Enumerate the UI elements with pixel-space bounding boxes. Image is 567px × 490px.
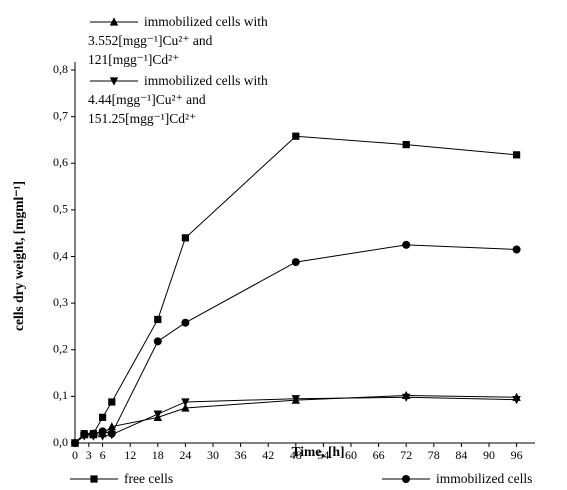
x-tick-label: 90 (483, 448, 495, 462)
x-tick-label: 30 (207, 448, 219, 462)
legend-item: free cells (68, 469, 294, 488)
marker (181, 403, 190, 412)
y-tick-label: 0,4 (53, 248, 68, 262)
legend-label: immobilized cells (436, 471, 533, 486)
marker (70, 439, 80, 448)
y-tick-label: 0,0 (53, 435, 68, 449)
marker (154, 315, 162, 324)
legend-symbol (90, 77, 138, 86)
marker (90, 475, 98, 483)
marker (80, 432, 89, 441)
legend-symbol (90, 17, 138, 26)
x-tick-label: 96 (511, 448, 523, 462)
x-tick-label: 24 (179, 448, 191, 462)
marker (512, 245, 521, 254)
marker (291, 258, 300, 267)
marker (291, 395, 300, 404)
y-tick-label: 0,2 (53, 342, 68, 356)
marker (402, 240, 411, 249)
marker (153, 337, 162, 346)
x-tick-label: 60 (345, 448, 357, 462)
x-tick-label: 66 (373, 448, 385, 462)
marker (109, 77, 119, 86)
x-axis-label: Time, [h] (292, 444, 345, 459)
legend-item: immobilized cells with 3.552[mgg⁻¹]Cu²⁺ … (88, 12, 298, 69)
x-tick-label: 12 (124, 448, 136, 462)
x-tick-label: 6 (100, 448, 106, 462)
x-tick-label: 0 (72, 448, 78, 462)
y-axis-label: cells dry weight, [mgml⁻¹] (11, 181, 26, 331)
marker (512, 396, 521, 405)
series-line (74, 396, 517, 444)
series-line (74, 244, 517, 444)
y-tick-label: 0,3 (53, 295, 68, 309)
x-tick-label: 54 (317, 448, 329, 462)
legend-item: immobilized cells (380, 469, 567, 488)
marker (402, 393, 411, 402)
legend-symbol (382, 475, 430, 483)
y-tick-label: 0,8 (53, 62, 68, 76)
x-tick-label: 18 (152, 448, 164, 462)
marker (181, 398, 190, 407)
marker (107, 431, 116, 440)
marker (153, 410, 162, 419)
x-tick-label: 42 (262, 448, 274, 462)
legend-label: free cells (124, 471, 174, 486)
legend-symbol (70, 475, 118, 483)
legend-label: immobilized cells with 3.552[mgg⁻¹]Cu²⁺ … (88, 14, 268, 67)
x-tick-label: 78 (428, 448, 440, 462)
marker (89, 432, 98, 441)
legend-label: immobilized cells with 4.44[mgg⁻¹]Cu²⁺ a… (88, 73, 268, 126)
y-tick-label: 0,5 (53, 202, 68, 216)
marker (99, 413, 107, 421)
marker (108, 398, 116, 406)
marker (109, 17, 119, 26)
marker (107, 422, 116, 431)
marker (181, 318, 190, 327)
y-tick-label: 0,7 (53, 108, 68, 122)
x-tick-label: 48 (290, 448, 302, 462)
marker (402, 475, 410, 483)
x-tick-label: 36 (235, 448, 247, 462)
marker (181, 234, 189, 242)
x-tick-label: 84 (455, 448, 467, 462)
y-tick-label: 0,6 (53, 155, 68, 169)
marker (292, 132, 300, 140)
y-tick-label: 0,1 (53, 388, 68, 402)
marker (98, 432, 107, 441)
x-tick-label: 3 (86, 448, 92, 462)
legend-item: immobilized cells with 4.44[mgg⁻¹]Cu²⁺ a… (88, 71, 298, 128)
marker (513, 151, 521, 159)
marker (402, 141, 410, 149)
x-tick-label: 72 (400, 448, 412, 462)
